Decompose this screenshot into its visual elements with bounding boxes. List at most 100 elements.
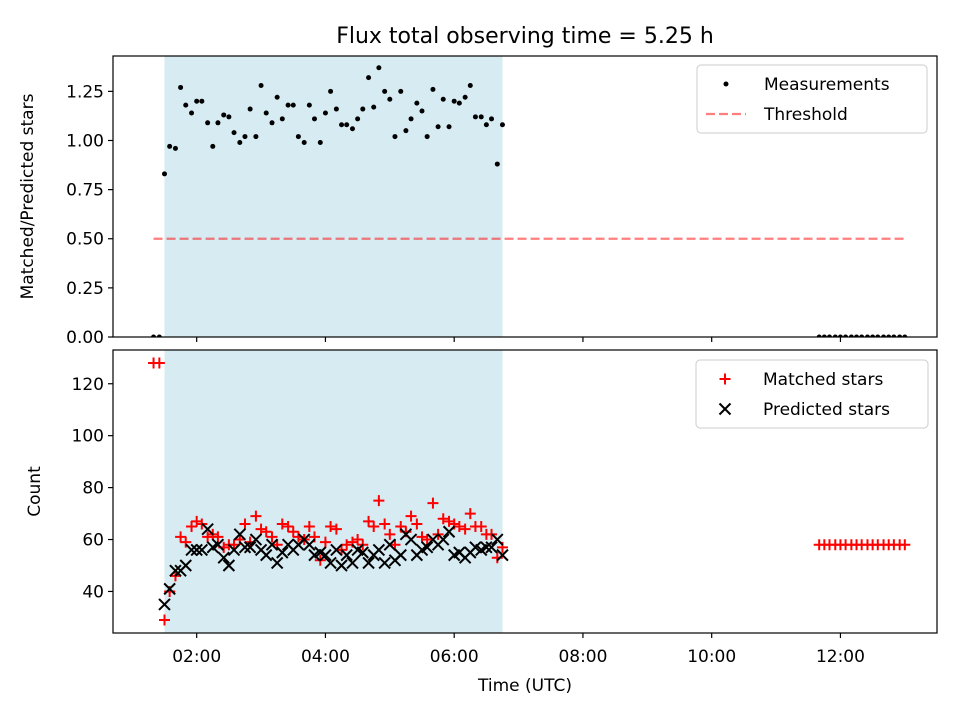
matched-star-point [239, 518, 251, 530]
predicted-star-point [211, 538, 225, 551]
matched-star-point [319, 536, 331, 548]
y-tick-label: 40 [82, 582, 104, 602]
matched-star-point [421, 534, 433, 546]
legend-predicted-marker [718, 402, 732, 416]
measurement-point [360, 106, 366, 112]
measurement-point [162, 171, 167, 177]
top-panel: 0.00 0.25 0.50 0.75 1.00 1.25 Matched/Predicte… [18, 55, 938, 348]
axes-frame [112, 55, 938, 338]
y-axis-label: Matched/Predicted stars [18, 93, 38, 299]
matched-star-point [379, 518, 391, 530]
measurement-point [301, 139, 307, 145]
measurement-point [306, 102, 312, 108]
measurement-point [199, 98, 205, 104]
matched-star-point [389, 539, 401, 551]
measurement-point [339, 122, 345, 128]
matched-star-point [276, 518, 288, 530]
predicted-star-point [324, 556, 337, 570]
measurement-point [902, 334, 908, 337]
measurement-point [414, 100, 420, 106]
predicted-star-point [169, 564, 182, 577]
matched-star-point [464, 508, 476, 520]
predicted-star-point [442, 525, 456, 538]
measurement-point [854, 334, 860, 337]
legend-measurement-marker [723, 81, 729, 87]
measurement-point [489, 116, 495, 122]
measurement-point [156, 334, 162, 337]
chart-title: Flux total observing time = 5.25 h [336, 24, 714, 49]
legend-label: Matched stars [763, 370, 883, 390]
matched-star-point [212, 531, 224, 543]
predicted-star-point [276, 546, 289, 559]
matched-star-point [459, 523, 471, 535]
predicted-star-point [437, 533, 450, 546]
measurement-point [891, 334, 897, 337]
measurement-point [870, 334, 876, 337]
measurement-point [494, 161, 500, 167]
measurement-point [472, 114, 478, 120]
measurement-point [419, 108, 425, 114]
measurement-point [253, 134, 259, 140]
predicted-star-point [238, 541, 252, 554]
predicted-star-point [420, 541, 434, 554]
measurement-point [499, 122, 505, 128]
predicted-star-point [222, 559, 236, 572]
matched-star-point [186, 521, 198, 533]
measurement-point [478, 114, 484, 120]
measurement-point [403, 128, 409, 134]
x-tick-label: 06:00 [430, 647, 479, 667]
matched-star-point [416, 531, 428, 543]
predicted-star-point [346, 556, 359, 570]
measurement-point [322, 110, 328, 116]
measurement-point [451, 98, 457, 104]
predicted-star-point [249, 533, 263, 546]
measurement-point [435, 124, 441, 130]
predicted-star-point [404, 533, 418, 546]
y-tick-label: 120 [72, 375, 104, 395]
measurement-point [366, 75, 372, 81]
x-tick-label: 10:00 [687, 647, 736, 667]
predicted-star-point [362, 556, 375, 570]
matched-star-point [266, 531, 278, 543]
matched-star-point [325, 521, 337, 533]
legend-label: Measurements [764, 75, 890, 95]
measurement-point [221, 112, 227, 118]
measurement-point [897, 334, 903, 337]
measurement-point [317, 139, 323, 145]
measurement-point [859, 334, 865, 337]
matched-star-point [437, 513, 449, 525]
legend: Measurements Threshold [696, 64, 928, 134]
predicted-star-point [217, 551, 230, 564]
measurement-point [881, 334, 887, 337]
measurement-point [376, 65, 382, 71]
measurement-point [430, 86, 436, 92]
measurement-point [269, 120, 275, 126]
predicted-star-point [270, 556, 284, 570]
measurement-point [355, 116, 361, 122]
predicted-star-point [485, 541, 498, 554]
measurement-point [279, 116, 285, 122]
matched-star-point [411, 518, 423, 530]
y-tick-label: 1.25 [66, 82, 104, 102]
y-tick-label: 0.50 [66, 230, 104, 250]
predicted-star-point [201, 522, 214, 536]
measurement-point [864, 334, 870, 337]
measurement-point [398, 88, 404, 94]
matched-star-point [175, 531, 187, 543]
x-axis-label: Time (UTC) [477, 676, 572, 696]
measurement-point [328, 88, 334, 94]
measurement-point [832, 334, 838, 337]
matched-star-point [287, 526, 299, 538]
measurement-point [843, 334, 849, 337]
predicted-star-point [356, 546, 369, 559]
predicted-star-point [303, 538, 316, 551]
y-tick-label: 0.75 [66, 181, 104, 201]
legend-box [695, 359, 929, 429]
bottom-panel: 40 60 80 100 120 02:00 04:00 06:00 08:00 10:00 12:… [25, 349, 938, 696]
measurement-point [172, 145, 178, 151]
matched-star-point [250, 510, 262, 522]
measurement-point [263, 110, 269, 116]
observing-window-span [164, 56, 503, 337]
observing-window-span [164, 350, 503, 633]
